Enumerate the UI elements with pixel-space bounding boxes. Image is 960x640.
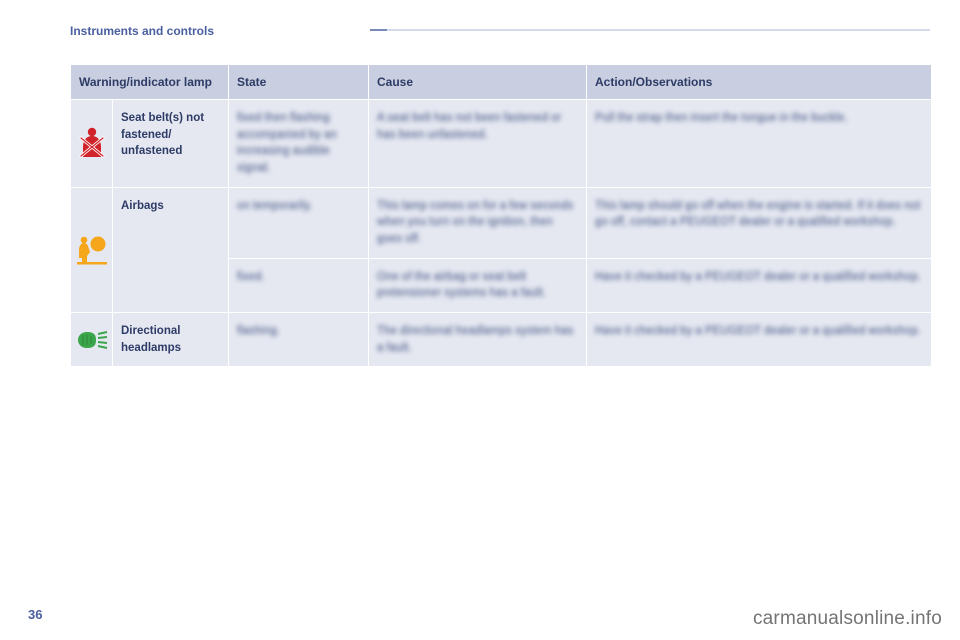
page-number: 36 [28,607,42,622]
row-cause: A seat belt has not been fastened or has… [369,100,587,188]
row-label: Airbags [113,187,229,312]
headlamp-icon-cell [71,313,113,367]
row-label: Seat belt(s) not fastened/ unfastened [113,100,229,188]
th-state: State [229,65,369,100]
table-row: Directional headlamps flashing. The dire… [71,313,932,367]
row-action: This lamp should go off when the engine … [587,187,932,258]
row-state: fixed then flashing accompanied by an in… [229,100,369,188]
th-cause: Cause [369,65,587,100]
row-cause: The directional headlamps system has a f… [369,313,587,367]
seatbelt-icon [77,127,107,159]
row-cause: This lamp comes on for a few seconds whe… [369,187,587,258]
table-row: Airbags on temporarily. This lamp comes … [71,187,932,258]
watermark: carmanualsonline.info [753,608,942,630]
th-lamp: Warning/indicator lamp [71,65,229,100]
airbag-icon [75,234,109,266]
section-heading: Instruments and controls [70,24,932,38]
row-action: Have it checked by a PEUGEOT dealer or a… [587,258,932,312]
header-rule [370,29,930,31]
warning-lamp-table: Warning/indicator lamp State Cause Actio… [70,64,932,367]
row-action: Pull the strap then insert the tongue in… [587,100,932,188]
row-action: Have it checked by a PEUGEOT dealer or a… [587,313,932,367]
table-row: Seat belt(s) not fastened/ unfastened fi… [71,100,932,188]
page-root: Instruments and controls Warning/indicat… [0,0,960,640]
airbag-icon-cell [71,187,113,312]
row-state: flashing. [229,313,369,367]
row-label: Directional headlamps [113,313,229,367]
row-state: on temporarily. [229,187,369,258]
seatbelt-icon-cell [71,100,113,188]
row-state: fixed. [229,258,369,312]
row-cause: One of the airbag or seat belt pretensio… [369,258,587,312]
table-header-row: Warning/indicator lamp State Cause Actio… [71,65,932,100]
th-action: Action/Observations [587,65,932,100]
headlamp-icon [75,329,109,351]
